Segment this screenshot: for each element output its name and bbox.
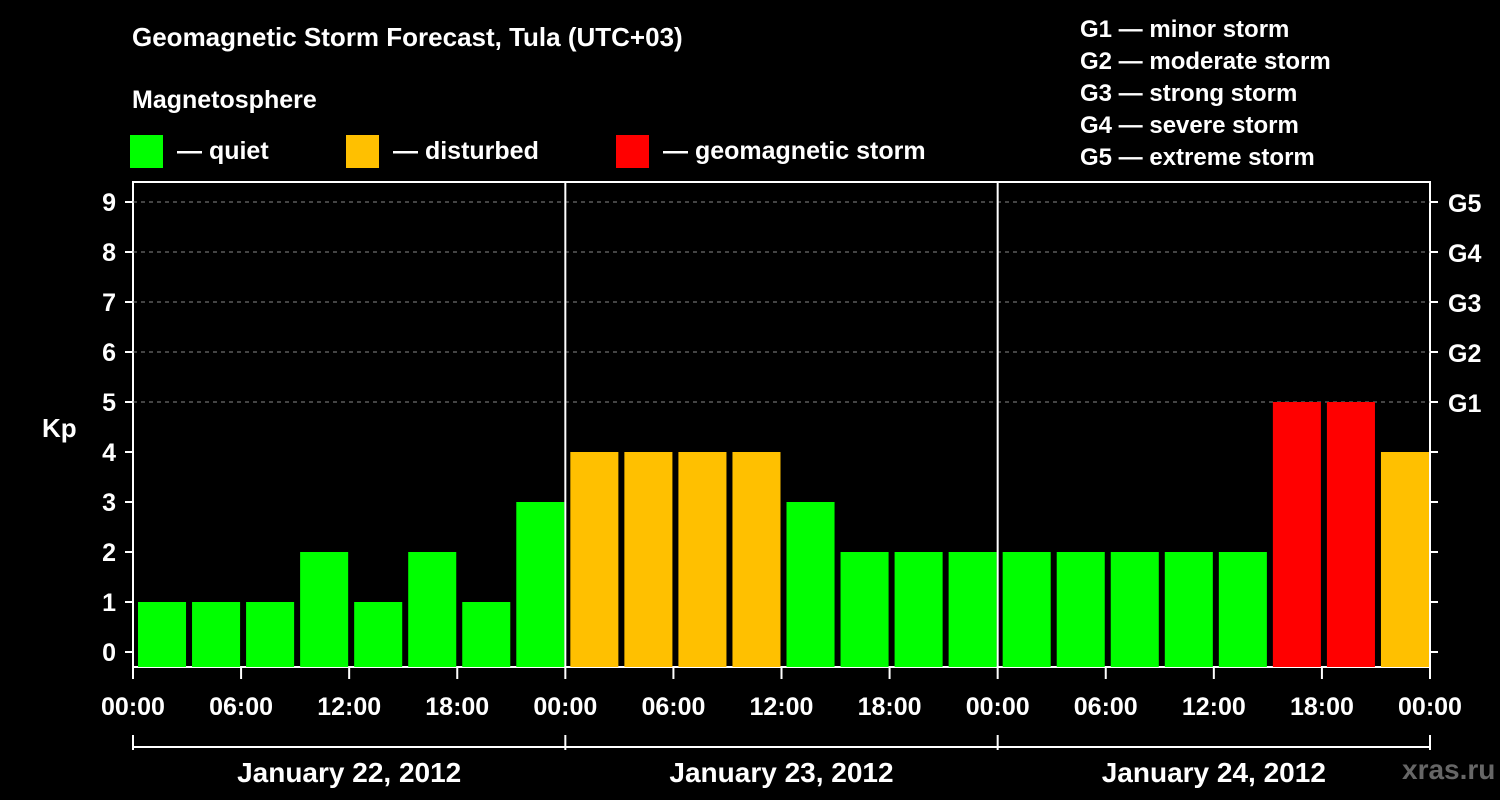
bar-16	[1002, 552, 1051, 667]
legend-disturbed: — disturbed	[346, 134, 539, 168]
right-axis-label-g4: G4	[1448, 240, 1481, 268]
g-scale-g1: G1 — minor storm	[1080, 16, 1290, 43]
bar-2	[246, 602, 295, 667]
y-tick-label-3: 3	[102, 489, 116, 517]
y-tick-label-6: 6	[102, 339, 116, 367]
bar-7	[516, 502, 565, 667]
y-tick-label-2: 2	[102, 539, 116, 567]
bar-1	[192, 602, 241, 667]
x-tick-label-10: 12:00	[1182, 693, 1246, 721]
watermark: xras.ru	[1402, 754, 1496, 785]
right-axis-label-g3: G3	[1448, 290, 1481, 318]
x-tick-label-6: 12:00	[750, 693, 814, 721]
bar-23	[1380, 452, 1429, 667]
legend-storm-label: — geomagnetic storm	[663, 136, 926, 165]
bar-5	[408, 552, 457, 667]
right-axis-label-g5: G5	[1448, 190, 1481, 218]
bar-11	[732, 452, 781, 667]
x-tick-label-2: 12:00	[317, 693, 381, 721]
x-tick-label-3: 18:00	[425, 693, 489, 721]
x-tick-label-8: 00:00	[966, 693, 1030, 721]
bar-15	[948, 552, 997, 667]
bar-4	[354, 602, 403, 667]
magnetosphere-title: Magnetosphere	[132, 86, 317, 114]
day-label-0: January 22, 2012	[237, 757, 461, 788]
bar-6	[462, 602, 511, 667]
right-axis-label-g2: G2	[1448, 340, 1481, 368]
legend-quiet-swatch	[130, 134, 163, 168]
x-tick-label-7: 18:00	[858, 693, 922, 721]
y-tick-label-4: 4	[102, 439, 116, 467]
legend-storm-swatch	[616, 134, 649, 168]
y-tick-label-0: 0	[102, 639, 116, 667]
y-tick-label-5: 5	[102, 389, 116, 417]
legend-quiet: — quiet	[130, 134, 269, 168]
x-tick-label-5: 06:00	[641, 693, 705, 721]
legend-disturbed-label: — disturbed	[393, 136, 539, 165]
bar-12	[786, 502, 835, 667]
bar-10	[678, 452, 727, 667]
g-scale-g2: G2 — moderate storm	[1080, 48, 1331, 75]
y-axis-label: Kp	[42, 413, 77, 443]
y-tick-label-8: 8	[102, 239, 116, 267]
legend-storm: — geomagnetic storm	[616, 134, 926, 168]
x-tick-label-4: 00:00	[533, 693, 597, 721]
bar-13	[840, 552, 889, 667]
y-tick-label-9: 9	[102, 189, 116, 217]
bar-21	[1272, 402, 1321, 667]
bar-9	[624, 452, 673, 667]
g-scale-g3: G3 — strong storm	[1080, 80, 1298, 107]
bar-20	[1218, 552, 1267, 667]
y-tick-label-1: 1	[102, 589, 116, 617]
right-axis-label-g1: G1	[1448, 390, 1481, 418]
bar-14	[894, 552, 943, 667]
bar-3	[300, 552, 349, 667]
g-scale-g4: G4 — severe storm	[1080, 112, 1299, 139]
day-label-1: January 23, 2012	[669, 757, 893, 788]
day-label-2: January 24, 2012	[1102, 757, 1326, 788]
g-scale-legend: G1 — minor storm G2 — moderate storm G3 …	[1080, 14, 1331, 174]
bar-8	[570, 452, 619, 667]
bar-19	[1164, 552, 1213, 667]
legend-quiet-label: — quiet	[177, 136, 269, 165]
chart-title: Geomagnetic Storm Forecast, Tula (UTC+03…	[132, 22, 683, 52]
bar-22	[1326, 402, 1375, 667]
y-tick-label-7: 7	[102, 289, 116, 317]
x-tick-label-0: 00:00	[101, 693, 165, 721]
x-tick-label-9: 06:00	[1074, 693, 1138, 721]
g-scale-g5: G5 — extreme storm	[1080, 144, 1315, 171]
bar-0	[138, 602, 187, 667]
x-tick-label-12: 00:00	[1398, 693, 1462, 721]
x-tick-label-11: 18:00	[1290, 693, 1354, 721]
bar-17	[1056, 552, 1105, 667]
legend-disturbed-swatch	[346, 134, 379, 168]
bar-18	[1110, 552, 1159, 667]
x-tick-label-1: 06:00	[209, 693, 273, 721]
